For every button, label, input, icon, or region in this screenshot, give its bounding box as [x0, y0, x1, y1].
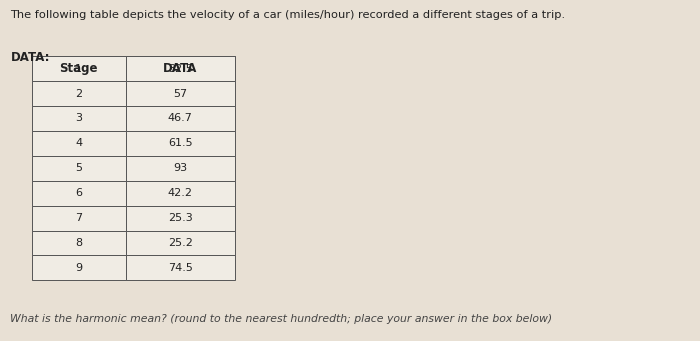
Bar — [126, 56, 234, 81]
Bar — [126, 206, 234, 231]
Text: 4: 4 — [75, 138, 83, 148]
Text: 8: 8 — [75, 238, 83, 248]
Bar — [32, 181, 126, 206]
Text: 6: 6 — [76, 188, 83, 198]
Text: Stage: Stage — [60, 62, 98, 75]
Text: 9: 9 — [75, 263, 83, 273]
Bar — [126, 231, 234, 255]
Bar — [32, 131, 126, 156]
Text: 93: 93 — [173, 163, 188, 173]
Bar — [126, 106, 234, 131]
Text: The following table depicts the velocity of a car (miles/hour) recorded a differ: The following table depicts the velocity… — [10, 10, 566, 20]
Bar — [126, 181, 234, 206]
Text: 25.2: 25.2 — [168, 238, 193, 248]
Text: 7: 7 — [75, 213, 83, 223]
Bar — [32, 56, 126, 81]
Bar — [32, 56, 126, 81]
Text: 2: 2 — [75, 89, 83, 99]
Bar — [32, 81, 126, 106]
Text: 3: 3 — [76, 114, 83, 123]
Bar — [126, 56, 234, 81]
Text: 1: 1 — [76, 64, 83, 74]
Bar — [32, 231, 126, 255]
Text: 57: 57 — [173, 89, 188, 99]
Bar — [126, 131, 234, 156]
Bar — [126, 81, 234, 106]
Text: DATA: DATA — [163, 62, 197, 75]
Bar — [32, 106, 126, 131]
Bar — [126, 156, 234, 181]
Text: DATA:: DATA: — [10, 51, 50, 64]
Text: 46.7: 46.7 — [168, 114, 193, 123]
Text: What is the harmonic mean? (round to the nearest hundredth; place your answer in: What is the harmonic mean? (round to the… — [10, 314, 552, 324]
Bar — [32, 206, 126, 231]
Text: 25.3: 25.3 — [168, 213, 193, 223]
Text: 61.5: 61.5 — [168, 138, 193, 148]
Bar — [32, 255, 126, 280]
Text: 5: 5 — [76, 163, 83, 173]
Bar — [32, 156, 126, 181]
Bar — [126, 255, 234, 280]
Text: 42.2: 42.2 — [168, 188, 193, 198]
Text: 74.5: 74.5 — [168, 263, 193, 273]
Text: 32.5: 32.5 — [168, 64, 193, 74]
